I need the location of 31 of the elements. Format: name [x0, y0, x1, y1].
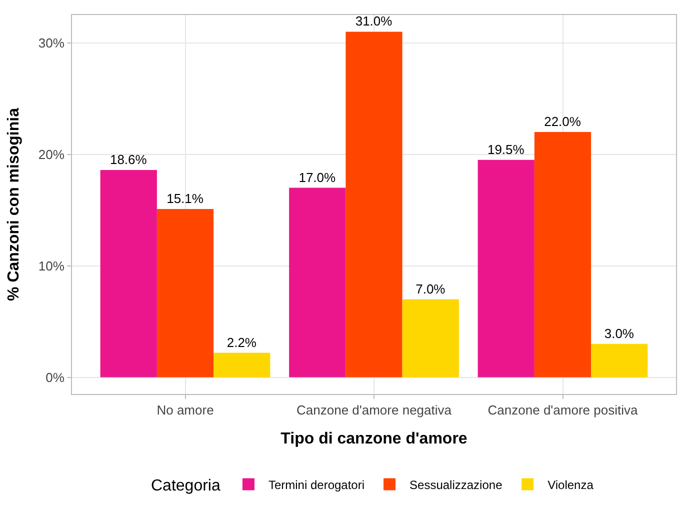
data-label: 31.0%	[355, 14, 393, 29]
data-label: 22.0%	[544, 114, 582, 130]
y-tick-label: 30%	[38, 35, 65, 50]
data-label: 15.1%	[166, 190, 204, 206]
x-tick-label: No amore	[156, 402, 214, 418]
bar	[346, 32, 402, 378]
bar	[478, 160, 534, 378]
data-label: 3.0%	[604, 326, 634, 341]
bar	[214, 352, 270, 378]
bar	[402, 299, 459, 378]
y-tick-label: 10%	[38, 258, 65, 274]
x-tick-label: Canzone d'amore negativa	[296, 402, 452, 418]
bar	[591, 344, 648, 378]
bar	[534, 132, 592, 378]
data-label: 19.5%	[487, 142, 525, 157]
legend-title: Categoria	[151, 478, 220, 495]
legend-label: Sessualizzazione	[410, 478, 503, 492]
y-tick-label: 0%	[46, 370, 65, 385]
y-axis-title: % Canzoni con misoginia	[5, 108, 22, 301]
legend-label: Violenza	[548, 478, 594, 492]
legend-label: Termini derogatori	[268, 478, 365, 492]
data-label: 17.0%	[298, 170, 336, 185]
bar	[289, 188, 346, 378]
data-label: 7.0%	[416, 281, 446, 296]
data-label: 18.6%	[110, 152, 148, 167]
bar	[100, 170, 157, 378]
bar	[156, 208, 214, 378]
x-tick-label: Canzone d'amore positiva	[488, 402, 638, 418]
y-tick-label: 20%	[38, 146, 65, 162]
x-axis-title: Tipo di canzone d'amore	[280, 430, 468, 448]
data-label: 2.2%	[226, 334, 257, 350]
